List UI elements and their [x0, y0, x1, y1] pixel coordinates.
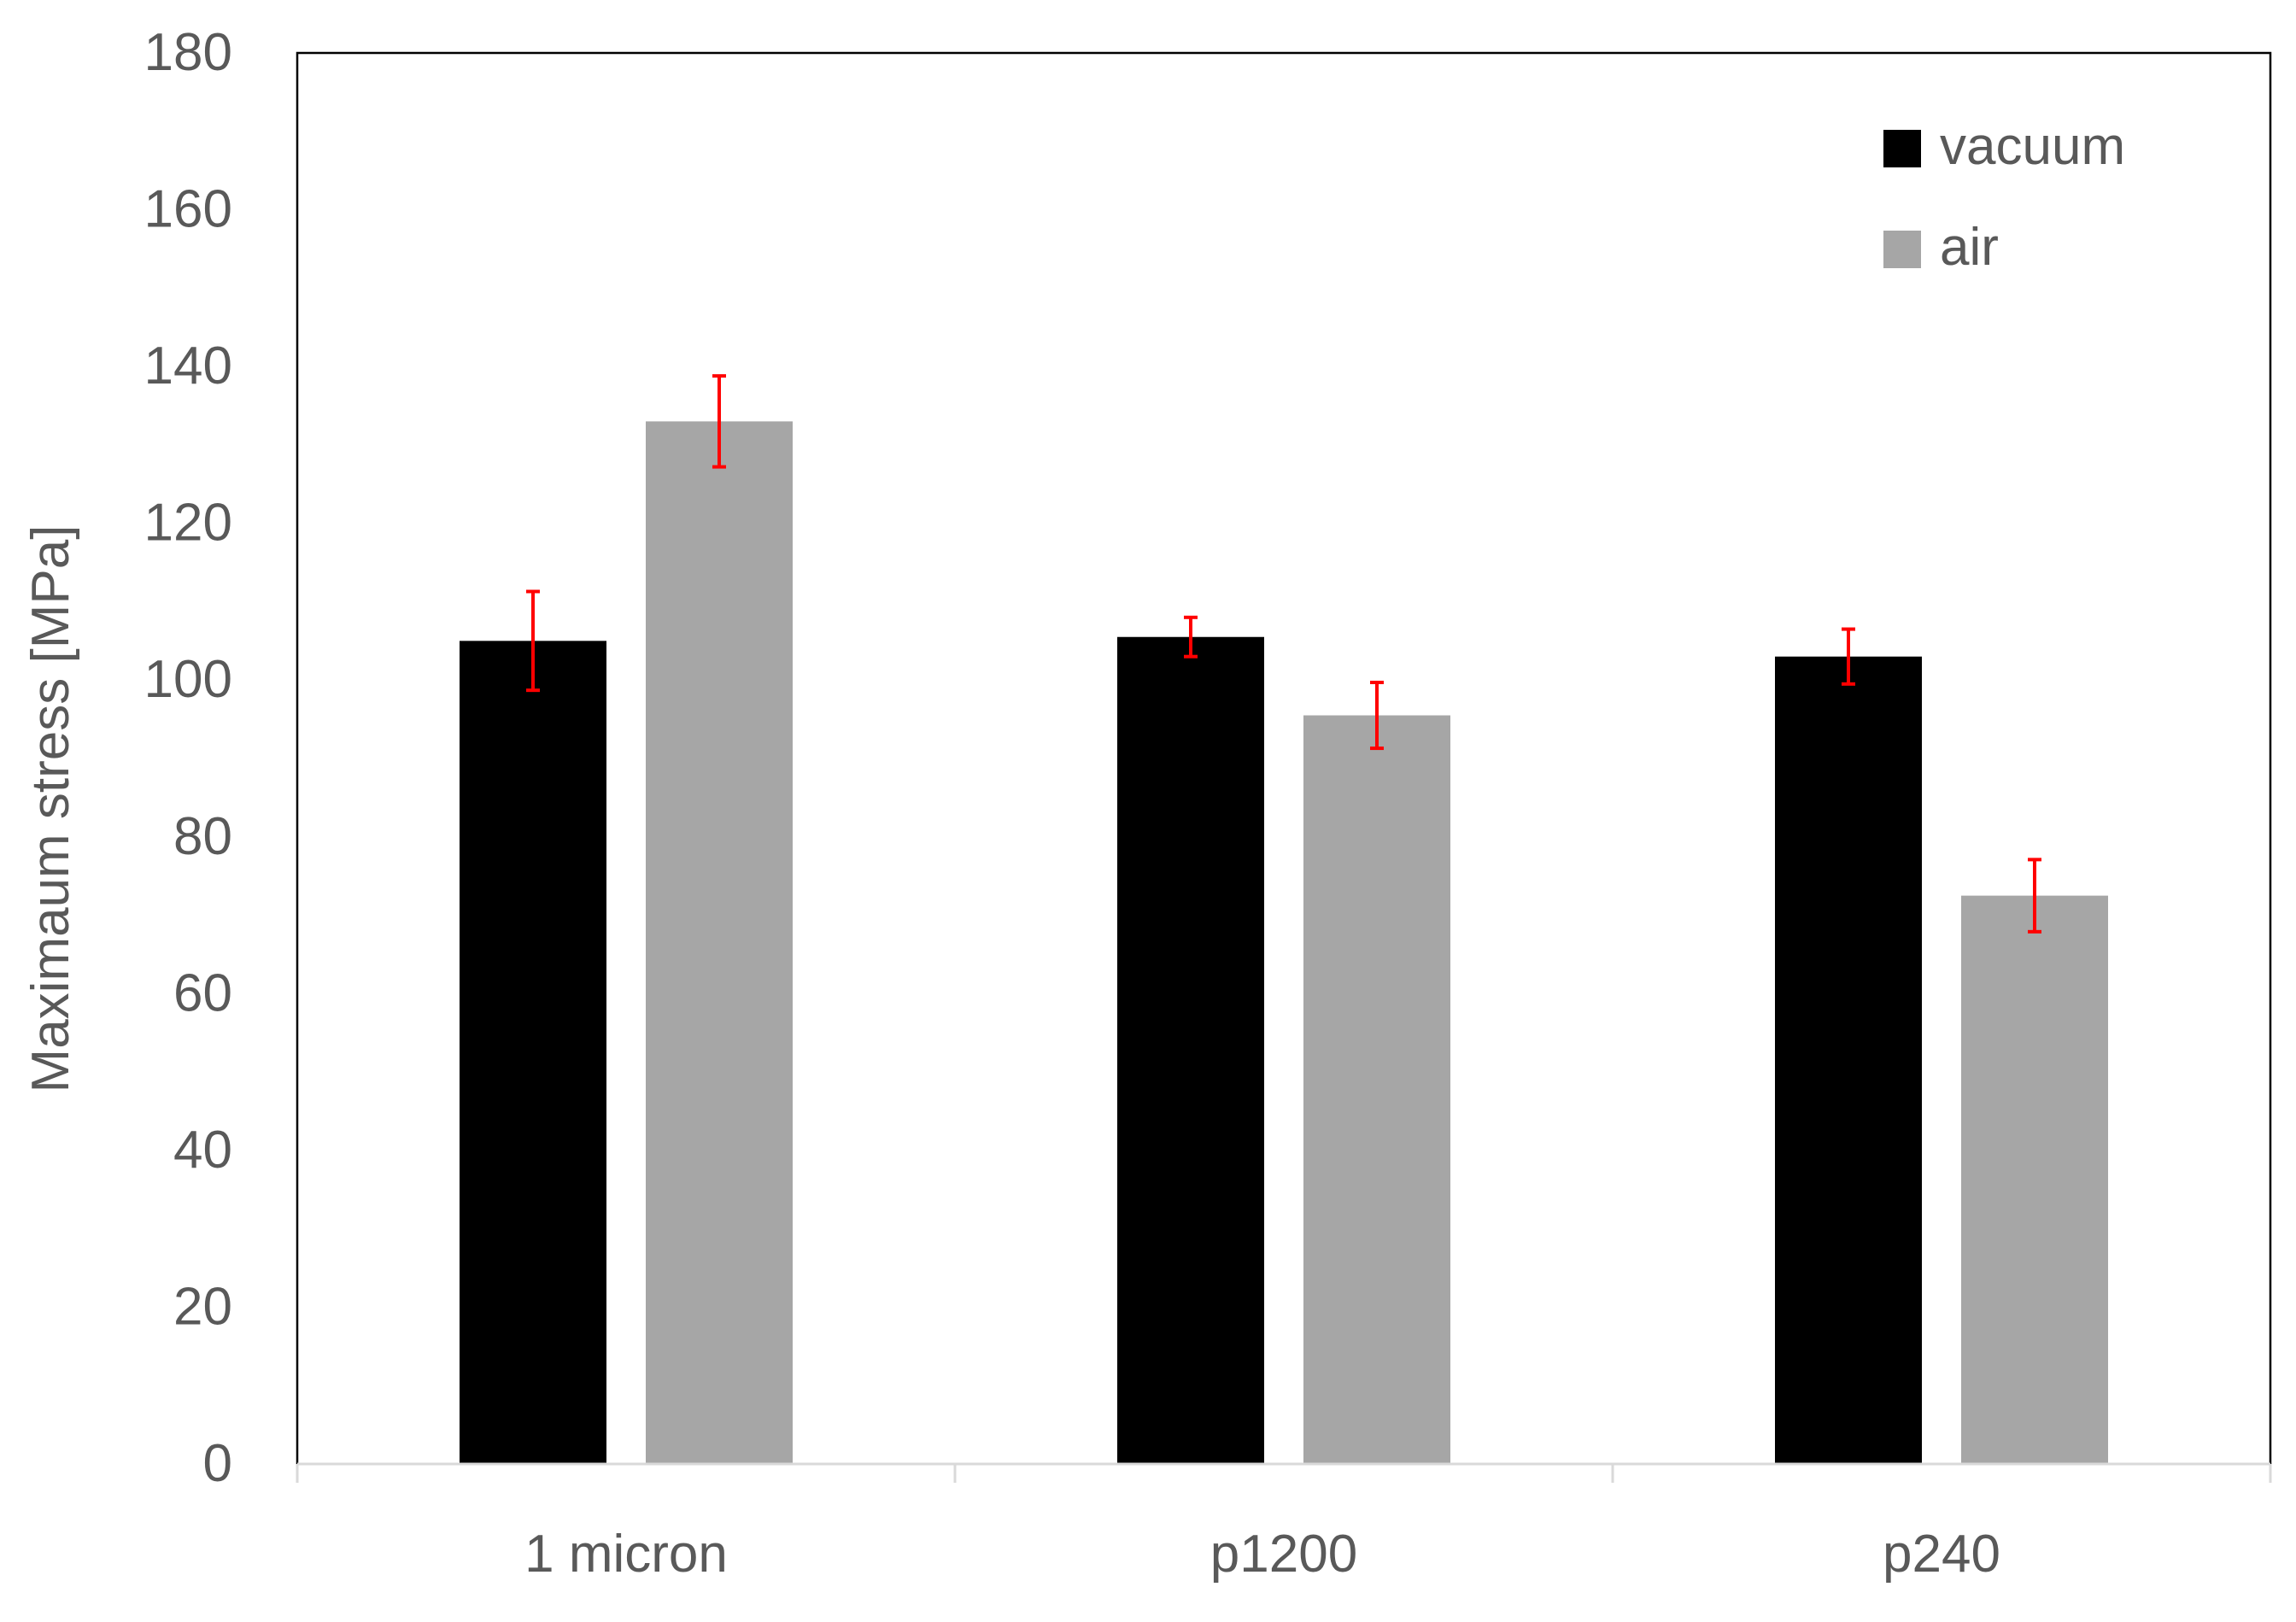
legend-swatch-vacuum [1883, 130, 1921, 167]
x-tick-label: p240 [1883, 1525, 2000, 1584]
y-tick-label: 20 [173, 1277, 232, 1336]
bar-vacuum [1117, 636, 1264, 1464]
x-tick-label: 1 micron [524, 1525, 728, 1584]
y-tick-label: 120 [144, 494, 232, 553]
x-tick-label: p1200 [1210, 1525, 1357, 1584]
y-tick-label: 60 [173, 963, 232, 1022]
bar-air [1961, 895, 2108, 1464]
legend-label-vacuum: vacuum [1940, 117, 2125, 176]
y-tick-label: 0 [203, 1434, 232, 1493]
bar-vacuum [1775, 656, 1922, 1464]
y-tick-label: 100 [144, 650, 232, 709]
y-tick-label: 160 [144, 180, 232, 239]
bar-air [646, 421, 793, 1464]
y-tick-label: 140 [144, 337, 232, 395]
y-tick-label: 80 [173, 807, 232, 866]
legend-swatch-air [1883, 231, 1921, 268]
bar-air [1303, 715, 1450, 1464]
bar-vacuum [460, 641, 606, 1464]
y-axis-title: Maximaum stress [MPa] [21, 525, 80, 1093]
y-tick-label: 40 [173, 1121, 232, 1180]
legend-label-air: air [1940, 218, 1999, 277]
y-tick-label: 180 [144, 23, 232, 82]
